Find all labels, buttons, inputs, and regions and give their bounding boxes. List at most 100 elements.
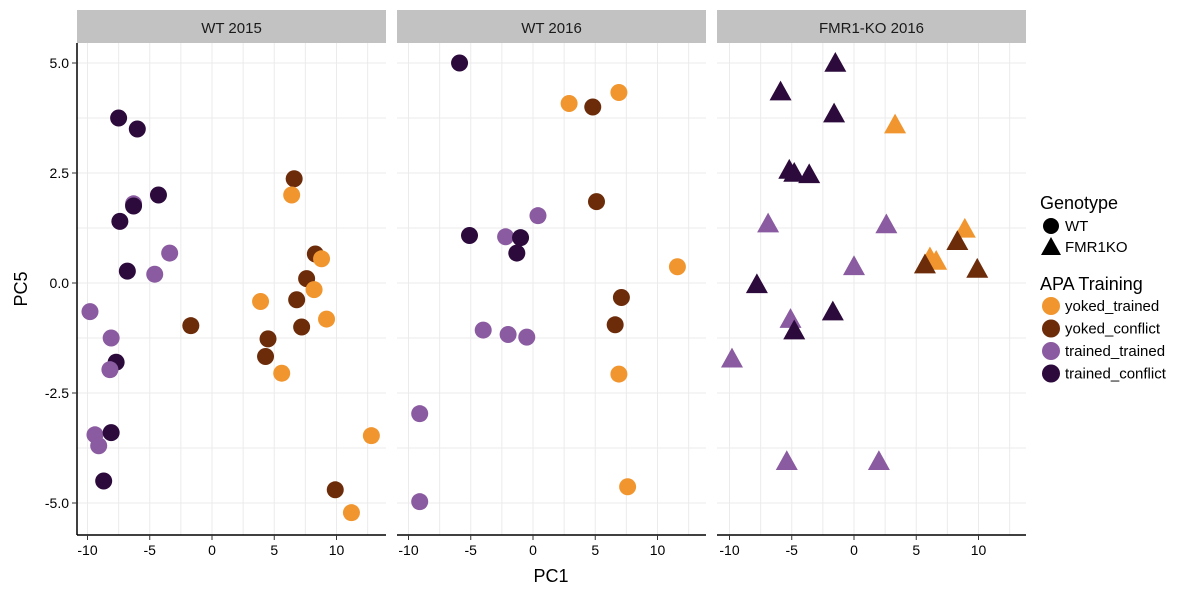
data-point-circle: [313, 250, 331, 268]
x-tick-label: -5: [144, 542, 157, 558]
legend: Genotype WT FMR1KO APA Training yoked_traine…: [1040, 193, 1167, 383]
data-point-circle: [125, 197, 143, 215]
legend-label-genotype: FMR1KO: [1065, 239, 1128, 256]
data-point-circle: [451, 54, 469, 72]
data-point-triangle: [769, 80, 792, 101]
facet-strip: [77, 10, 386, 43]
legend-label-genotype: WT: [1065, 218, 1088, 235]
data-point-triangle: [720, 347, 743, 368]
data-point-circle: [259, 330, 277, 348]
legend-label-training: yoked_trained: [1065, 298, 1159, 315]
data-point-circle: [95, 472, 113, 490]
data-point-circle: [318, 310, 336, 328]
facet-strip-label: WT 2016: [521, 20, 582, 37]
data-point-circle: [102, 424, 120, 442]
data-point-triangle: [757, 212, 780, 233]
data-point-circle: [305, 281, 323, 299]
data-point-circle: [110, 109, 128, 127]
legend-title-training: APA Training: [1040, 274, 1143, 294]
data-point-circle: [610, 83, 628, 101]
data-point-circle: [257, 347, 275, 365]
x-tick-label: -5: [786, 542, 799, 558]
legend-key-circle: [1043, 218, 1059, 234]
x-tick-label: -10: [398, 542, 418, 558]
data-point-triangle: [779, 308, 802, 328]
data-point-triangle: [966, 257, 989, 278]
data-point-triangle: [745, 273, 768, 294]
legend-label-training: yoked_conflict: [1065, 321, 1161, 338]
data-point-circle: [529, 207, 547, 225]
data-point-circle: [288, 291, 306, 309]
data-point-circle: [461, 226, 479, 244]
data-point-circle: [273, 364, 291, 382]
data-point-circle: [512, 229, 530, 247]
data-point-circle: [101, 361, 119, 379]
data-point-circle: [285, 170, 303, 188]
data-point-triangle: [821, 300, 844, 321]
data-point-triangle: [783, 162, 806, 182]
data-point-circle: [606, 316, 624, 334]
data-point-circle: [118, 262, 136, 280]
data-point-triangle: [946, 230, 969, 250]
data-point-triangle: [824, 52, 847, 72]
y-tick-label: -5.0: [45, 495, 69, 511]
data-point-circle: [149, 186, 167, 204]
data-point-circle: [411, 405, 429, 423]
y-tick-label: -2.5: [45, 385, 69, 401]
y-tick-label: 0.0: [50, 275, 70, 291]
legend-key-triangle: [1041, 237, 1061, 255]
legend-key-swatch: [1042, 342, 1060, 360]
data-point-circle: [81, 303, 99, 321]
data-point-triangle: [783, 319, 806, 340]
x-tick-label: 5: [270, 542, 278, 558]
data-point-triangle: [843, 255, 865, 276]
y-axis-title: PC5: [11, 271, 31, 306]
data-point-circle: [111, 212, 129, 230]
x-tick-label: 10: [971, 542, 987, 558]
data-point-triangle: [775, 450, 798, 470]
facet-strip: [397, 10, 706, 43]
data-point-circle: [587, 193, 605, 211]
y-tick-label: 5.0: [50, 55, 70, 71]
legend-title-genotype: Genotype: [1040, 193, 1118, 213]
legend-key-swatch: [1042, 319, 1060, 338]
legend-key-swatch: [1042, 364, 1060, 383]
y-tick-label: 2.5: [50, 165, 70, 181]
data-point-triangle: [884, 113, 907, 134]
x-tick-label: -5: [465, 542, 478, 558]
data-point-circle: [518, 328, 536, 346]
data-point-circle: [326, 481, 344, 499]
data-point-triangle: [913, 253, 936, 274]
data-point-circle: [584, 98, 602, 116]
data-point-circle: [342, 504, 360, 522]
x-tick-label: 0: [208, 542, 216, 558]
data-point-circle: [293, 318, 311, 336]
data-point-circle: [619, 478, 637, 496]
x-tick-label: 5: [912, 542, 920, 558]
data-point-circle: [283, 186, 301, 204]
data-point-triangle: [823, 102, 846, 123]
facet-strip-label: FMR1-KO 2016: [819, 20, 924, 37]
x-tick-label: 10: [650, 542, 666, 558]
data-point-circle: [610, 365, 628, 383]
x-tick-label: 0: [529, 542, 537, 558]
x-tick-label: 10: [329, 542, 345, 558]
data-point-circle: [497, 228, 515, 246]
data-point-triangle: [953, 217, 976, 238]
facet-panel: WT 2015 -10 -5 0 5 10 5.0 2.5 0.0 -2.5 -5.0: [45, 10, 386, 558]
legend-label-training: trained_trained: [1065, 343, 1165, 360]
data-point-circle: [102, 329, 120, 347]
data-point-circle: [411, 493, 429, 511]
data-point-circle: [560, 94, 578, 112]
data-point-circle: [612, 289, 630, 307]
legend-key-swatch: [1042, 297, 1060, 315]
data-point-triangle: [798, 163, 821, 184]
legend-label-training: trained_conflict: [1065, 366, 1167, 383]
data-point-circle: [508, 244, 526, 262]
facet-panel: WT 2016 -10 -5 0 5 10: [397, 10, 706, 558]
data-point-triangle: [875, 213, 898, 234]
facet-strip: [717, 10, 1026, 43]
data-point-circle: [128, 120, 146, 138]
facet-panel: FMR1-KO 2016 -10 -5 0 5 10: [717, 10, 1026, 558]
